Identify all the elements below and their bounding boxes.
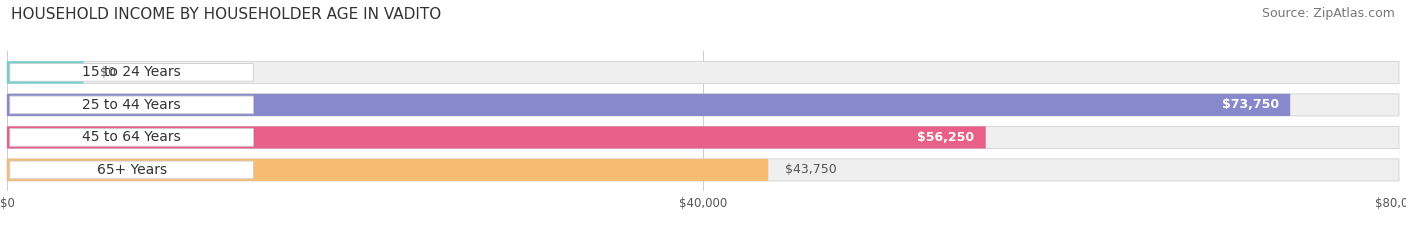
- FancyBboxPatch shape: [7, 126, 1399, 148]
- Text: 15 to 24 Years: 15 to 24 Years: [82, 65, 181, 79]
- FancyBboxPatch shape: [10, 161, 253, 179]
- FancyBboxPatch shape: [10, 129, 253, 146]
- FancyBboxPatch shape: [7, 126, 986, 148]
- FancyBboxPatch shape: [7, 94, 1399, 116]
- Text: 65+ Years: 65+ Years: [97, 163, 167, 177]
- Text: HOUSEHOLD INCOME BY HOUSEHOLDER AGE IN VADITO: HOUSEHOLD INCOME BY HOUSEHOLDER AGE IN V…: [11, 7, 441, 22]
- Text: $73,750: $73,750: [1222, 98, 1279, 111]
- Text: 45 to 64 Years: 45 to 64 Years: [82, 130, 181, 144]
- FancyBboxPatch shape: [7, 159, 1399, 181]
- FancyBboxPatch shape: [7, 94, 1291, 116]
- Text: $56,250: $56,250: [918, 131, 974, 144]
- Text: 25 to 44 Years: 25 to 44 Years: [83, 98, 181, 112]
- FancyBboxPatch shape: [10, 96, 253, 114]
- FancyBboxPatch shape: [7, 61, 83, 83]
- Text: $0: $0: [100, 66, 117, 79]
- Text: $43,750: $43,750: [785, 163, 837, 176]
- FancyBboxPatch shape: [7, 159, 768, 181]
- Text: Source: ZipAtlas.com: Source: ZipAtlas.com: [1261, 7, 1395, 20]
- FancyBboxPatch shape: [7, 61, 1399, 83]
- FancyBboxPatch shape: [10, 64, 253, 81]
